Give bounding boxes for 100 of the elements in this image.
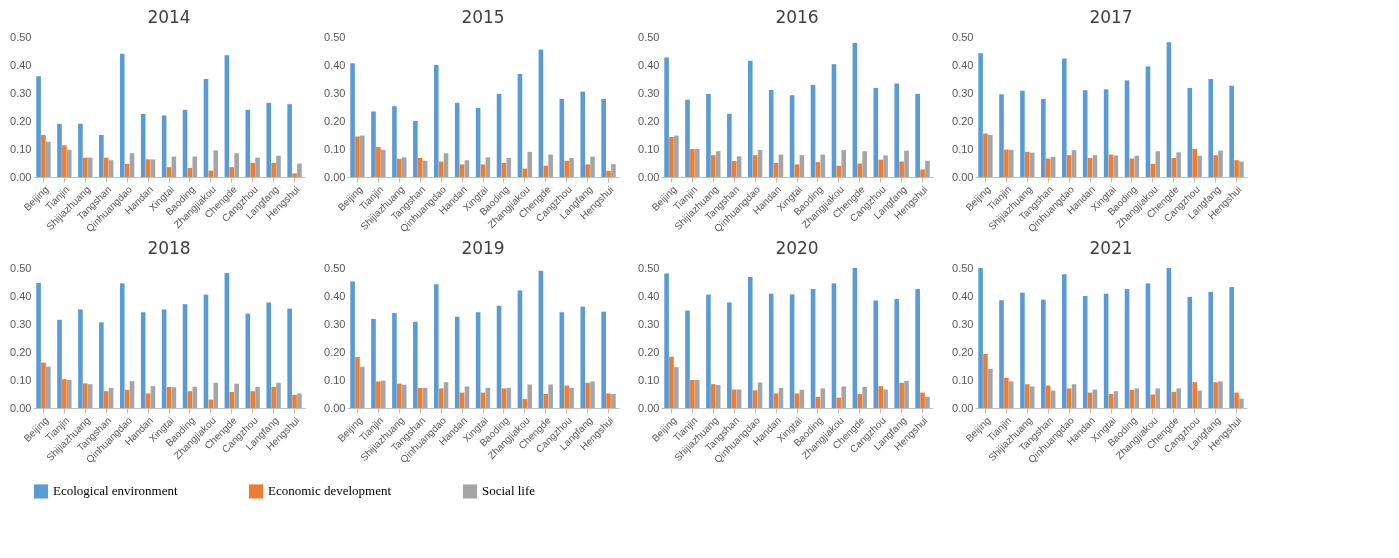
- bar: [250, 391, 255, 408]
- y-tick-label: 0.40: [10, 289, 32, 302]
- y-tick-label: 0.20: [10, 345, 32, 358]
- bar: [983, 353, 988, 408]
- bar: [904, 150, 909, 177]
- bar: [417, 157, 423, 177]
- bar: [999, 300, 1004, 408]
- bar: [287, 104, 292, 177]
- bar: [360, 135, 365, 177]
- bar: [46, 141, 51, 177]
- bar: [1045, 385, 1051, 408]
- bar: [1197, 155, 1202, 177]
- bar: [1192, 382, 1197, 408]
- y-tick-label: 0.30: [324, 86, 346, 99]
- bar: [229, 392, 235, 408]
- bar: [1213, 155, 1218, 177]
- bar: [978, 268, 983, 408]
- y-tick-label: 0.00: [324, 170, 346, 183]
- bar: [397, 158, 402, 177]
- bar: [580, 306, 586, 408]
- bar: [841, 386, 847, 408]
- bar: [664, 273, 669, 408]
- y-tick-label: 0.30: [952, 86, 974, 99]
- bar: [78, 123, 83, 177]
- bar: [711, 155, 716, 177]
- bar: [360, 366, 365, 408]
- bar: [1234, 392, 1239, 408]
- bar: [899, 161, 904, 177]
- bar: [229, 167, 235, 177]
- bar: [355, 357, 360, 408]
- y-tick-label: 0.50: [324, 30, 346, 43]
- bar: [543, 165, 549, 177]
- bar: [213, 382, 219, 408]
- y-tick-label: 0.30: [638, 86, 660, 99]
- y-tick-label: 0.40: [638, 58, 660, 71]
- bar: [978, 53, 983, 177]
- bar: [694, 149, 700, 177]
- y-tick-label: 0.00: [638, 401, 660, 414]
- bar: [287, 308, 292, 408]
- y-tick-label: 0.00: [324, 401, 346, 414]
- bar: [297, 163, 302, 177]
- bar: [57, 123, 62, 177]
- bar: [983, 133, 988, 177]
- bar: [988, 368, 993, 408]
- bar: [99, 322, 104, 408]
- y-tick-label: 0.10: [952, 142, 974, 155]
- bar: [292, 173, 297, 177]
- bar: [685, 99, 690, 177]
- bar: [1208, 291, 1214, 408]
- bar: [1176, 388, 1181, 408]
- bar: [674, 367, 679, 408]
- legend-label: Ecological environment: [53, 483, 178, 499]
- bar: [1025, 384, 1030, 408]
- bar: [548, 154, 553, 177]
- bar: [99, 135, 104, 177]
- bar: [685, 310, 690, 408]
- y-tick-label: 0.40: [952, 58, 974, 71]
- bar: [480, 164, 486, 177]
- bar: [601, 98, 606, 177]
- bar: [103, 157, 109, 177]
- bar: [1020, 292, 1025, 408]
- chart-title: 2018: [147, 238, 191, 258]
- bar: [276, 382, 281, 408]
- y-tick-label: 0.50: [638, 261, 660, 274]
- bar: [255, 387, 260, 408]
- bar: [413, 121, 418, 177]
- bar: [585, 382, 590, 408]
- y-tick-label: 0.00: [952, 401, 974, 414]
- bar: [564, 385, 569, 408]
- bar: [747, 60, 753, 177]
- bar: [234, 153, 239, 177]
- bar: [66, 380, 72, 408]
- bar: [1155, 151, 1161, 177]
- bar: [145, 393, 151, 408]
- bar: [1004, 149, 1009, 177]
- bar: [669, 136, 674, 177]
- bar: [380, 149, 386, 177]
- y-tick-label: 0.40: [638, 289, 660, 302]
- chart-title: 2021: [1089, 238, 1133, 258]
- chart-title: 2014: [147, 7, 191, 27]
- y-tick-label: 0.50: [10, 261, 32, 274]
- bar: [276, 155, 281, 177]
- bar: [1171, 392, 1177, 408]
- bar: [711, 384, 716, 408]
- bar: [36, 282, 41, 408]
- y-tick-label: 0.10: [324, 142, 346, 155]
- bar: [297, 393, 302, 408]
- bar: [371, 318, 376, 408]
- y-tick-label: 0.20: [952, 114, 974, 127]
- y-tick-label: 0.10: [638, 142, 660, 155]
- bar: [580, 91, 586, 177]
- chart-title: 2015: [461, 7, 505, 27]
- bar: [266, 102, 272, 177]
- bar: [690, 149, 695, 177]
- bar: [271, 163, 276, 177]
- y-tick-label: 0.20: [324, 345, 346, 358]
- bar: [727, 302, 732, 408]
- bar: [601, 311, 606, 408]
- y-tick-label: 0.00: [952, 170, 974, 183]
- bar: [585, 164, 590, 177]
